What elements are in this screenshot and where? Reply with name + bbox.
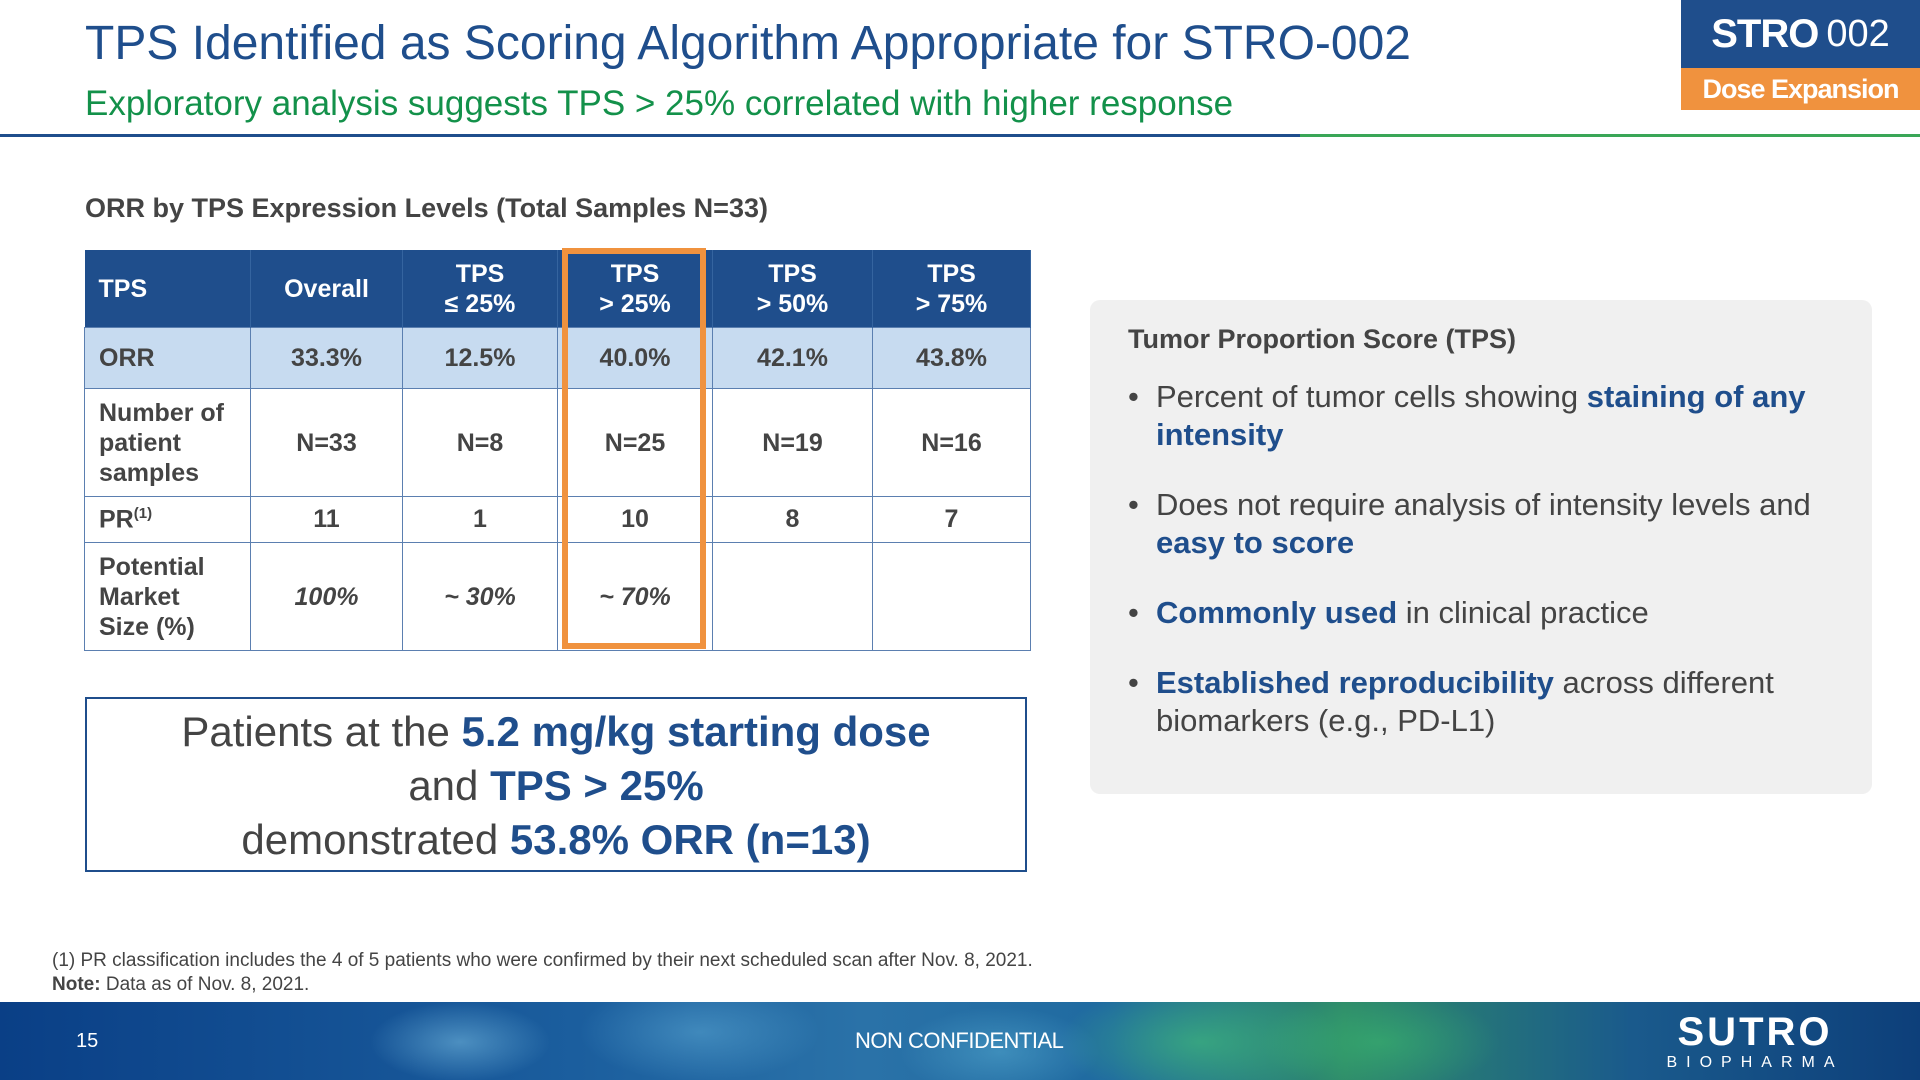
panel-title: Tumor Proportion Score (TPS) <box>1128 324 1517 354</box>
table-cell: N=33 <box>250 388 403 497</box>
row-label: Number of patient samples <box>84 388 251 497</box>
table-cell: N=25 <box>557 388 713 497</box>
callout-line-3: demonstrated 53.8% ORR (n=13) <box>241 816 871 863</box>
orr-table: TPS Overall TPS ≤ 25% TPS > 25% TPS > 50% T… <box>84 250 1031 651</box>
table-cell: 12.5% <box>402 327 558 389</box>
tps-info-panel: Tumor Proportion Score (TPS) • Percent of… <box>1090 300 1872 794</box>
classification-label: NON CONFIDENTIAL <box>855 1028 1064 1053</box>
header-cell-tps-le25: TPS ≤ 25% <box>402 250 558 328</box>
page-number: 15 <box>76 1030 99 1052</box>
logo-wordmark: SUTRO <box>1677 1010 1833 1054</box>
header-cell-tps-gt50: TPS > 50% <box>712 250 873 328</box>
table-cell: ~ 30% <box>402 542 558 651</box>
slide-title: TPS Identified as Scoring Algorithm Appr… <box>85 17 1411 70</box>
header-cell-tps-gt25: TPS > 25% <box>557 250 713 328</box>
panel-bullet-list: • Percent of tumor cells showing staining… <box>1128 378 1828 772</box>
key-finding-callout: Patients at the 5.2 mg/kg starting dose … <box>85 697 1027 872</box>
table-cell: 1 <box>402 496 558 543</box>
program-badge: STRO 002 Dose Expansion <box>1681 0 1920 110</box>
bullet-icon: • <box>1128 595 1139 630</box>
table-cell: N=16 <box>872 388 1031 497</box>
table-row-pr: PR(1) 11 1 10 8 7 <box>84 496 1031 543</box>
footer-bar <box>0 1002 1920 1080</box>
table-cell: 8 <box>712 496 873 543</box>
footnote-ref: (1) <box>133 504 153 522</box>
table-cell: 7 <box>872 496 1031 543</box>
table-row-orr: ORR 33.3% 12.5% 40.0% 42.1% 43.8% <box>84 327 1031 389</box>
table-header-row: TPS Overall TPS ≤ 25% TPS > 25% TPS > 50% T… <box>84 250 1031 328</box>
bullet-icon: • <box>1128 665 1139 700</box>
badge-program: STRO 002 <box>1681 0 1920 68</box>
table-cell: N=19 <box>712 388 873 497</box>
header-cell-overall: Overall <box>250 250 403 328</box>
footnote-data-date: Note: Data as of Nov. 8, 2021. <box>52 974 310 995</box>
table-cell: 40.0% <box>557 327 713 389</box>
header-cell-tps-gt75: TPS > 75% <box>872 250 1031 328</box>
table-row-market-size: Potential Market Size (%) 100% ~ 30% ~ 70% <box>84 542 1031 651</box>
table-cell: 43.8% <box>872 327 1031 389</box>
header-rule-green <box>1300 134 1920 137</box>
bullet-icon: • <box>1128 487 1139 522</box>
row-label: ORR <box>84 327 251 389</box>
tps-gt25-highlight-box <box>562 248 706 649</box>
callout-line-2: and TPS > 25% <box>408 762 704 809</box>
table-cell: 33.3% <box>250 327 403 389</box>
table-cell: N=8 <box>402 388 558 497</box>
header-cell-tps: TPS <box>84 250 251 328</box>
badge-tag: Dose Expansion <box>1681 68 1920 110</box>
table-cell <box>872 542 1031 651</box>
badge-program-number: 002 <box>1826 12 1890 55</box>
row-label: PR(1) <box>84 496 251 543</box>
footnote-pr: (1) PR classification includes the 4 of … <box>52 950 1033 971</box>
badge-program-name: STRO <box>1711 11 1819 56</box>
table-cell: 42.1% <box>712 327 873 389</box>
table-row-patient-samples: Number of patient samples N=33 N=8 N=25 N=… <box>84 388 1031 497</box>
logo-subtitle: BIOPHARMA <box>1666 1054 1844 1071</box>
panel-bullet: • Percent of tumor cells showing staining… <box>1128 379 1806 452</box>
header-rule-blue <box>0 134 1300 137</box>
panel-bullet: • Commonly used in clinical practice <box>1128 595 1649 630</box>
row-label: Potential Market Size (%) <box>84 542 251 651</box>
panel-bullet: • Established reproducibility across diff… <box>1128 665 1774 738</box>
table-cell <box>712 542 873 651</box>
table-cell: 100% <box>250 542 403 651</box>
table-cell: 11 <box>250 496 403 543</box>
table-title: ORR by TPS Expression Levels (Total Samp… <box>85 193 768 223</box>
bullet-icon: • <box>1128 379 1139 414</box>
sutro-logo: SUTRO BIOPHARMA <box>1640 1012 1870 1072</box>
slide-subtitle: Exploratory analysis suggests TPS > 25% … <box>85 84 1234 123</box>
panel-bullet: • Does not require analysis of intensity … <box>1128 487 1811 560</box>
callout-line-1: Patients at the 5.2 mg/kg starting dose <box>181 708 931 755</box>
